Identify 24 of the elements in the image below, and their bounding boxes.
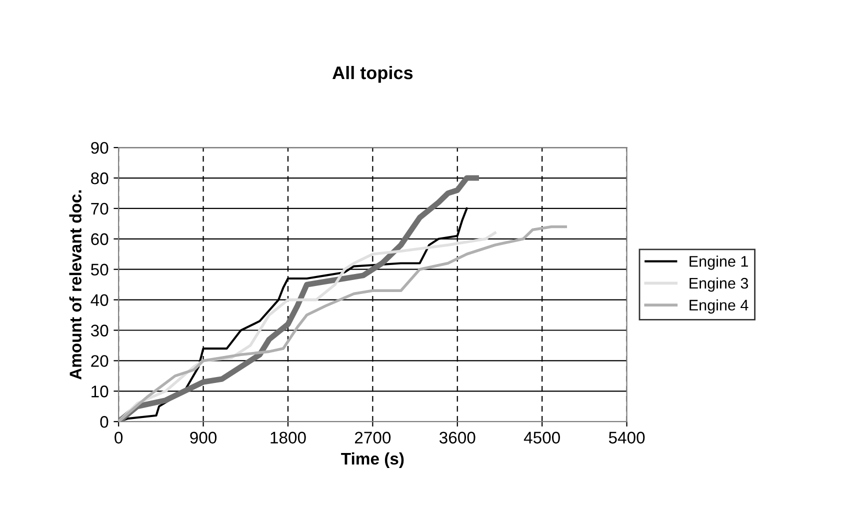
x-tick-label: 1800: [270, 432, 306, 444]
x-tick-label: 0: [114, 432, 123, 444]
y-tick-label: 80: [91, 172, 108, 184]
x-tick-label: 3600: [439, 432, 476, 444]
legend-label: Engine 3: [690, 277, 748, 292]
y-tick-label: 90: [91, 142, 108, 154]
y-tick-label: 70: [91, 202, 108, 215]
x-tick-label: 2700: [354, 432, 391, 444]
x-tick-label: 4500: [524, 432, 560, 444]
y-axis-title: Amount of relevant doc.: [69, 190, 82, 380]
x-axis-title: Time (s): [341, 452, 404, 468]
y-tick-label: 10: [92, 386, 108, 398]
x-tick-label: 900: [190, 432, 217, 444]
legend-label: Engine 4: [690, 299, 748, 314]
y-tick-label: 30: [90, 324, 108, 336]
legend-label: Engine 1: [690, 256, 748, 270]
chart-title: All topics: [332, 66, 413, 83]
y-tick-label: 50: [90, 264, 108, 276]
y-tick-label: 40: [90, 294, 108, 306]
y-tick-label: 0: [100, 416, 108, 428]
x-tick-label: 5400: [608, 432, 645, 444]
y-tick-label: 60: [91, 233, 108, 246]
line-series: [118, 225, 567, 422]
y-tick-label: 20: [91, 355, 108, 367]
